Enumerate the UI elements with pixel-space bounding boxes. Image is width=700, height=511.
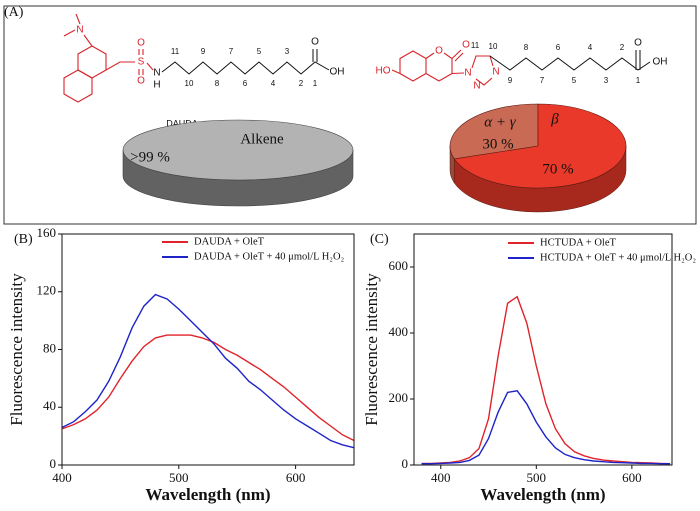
- x-axis-label: Wavelength (nm): [480, 485, 605, 504]
- carbon-number: 11: [171, 47, 180, 56]
- y-tick-label: 600: [389, 258, 409, 273]
- panel-label: (C): [370, 232, 389, 247]
- atom-label: H: [153, 80, 160, 91]
- carbon-number: 7: [540, 76, 545, 85]
- y-tick-label: 0: [402, 456, 409, 471]
- hctuda-structure: [391, 49, 651, 86]
- legend-label: HCTUDA + OleT + 40 μmol/L H₂O₂: [540, 252, 696, 263]
- slice-name: Alkene: [240, 131, 284, 147]
- y-tick-label: 0: [50, 456, 57, 471]
- carbon-number: 2: [299, 79, 304, 88]
- x-tick-label: 400: [431, 470, 451, 485]
- legend-label: DAUDA + OleT + 40 μmol/L H₂O₂: [194, 251, 345, 262]
- atom-label: N: [473, 81, 480, 92]
- x-tick-label: 600: [622, 470, 642, 485]
- slice-label: >99 %: [130, 149, 170, 165]
- atom-label: N: [153, 68, 160, 79]
- y-axis-label: Fluorescence intensity: [7, 273, 26, 426]
- carbon-number: 9: [201, 47, 206, 56]
- atom-label: N: [492, 67, 499, 78]
- compound-name: DAUDA: [166, 118, 198, 128]
- slice-name: β: [550, 111, 559, 127]
- legend-label: DAUDA + OleT: [194, 236, 265, 247]
- dauda-structure: [63, 13, 330, 103]
- slice-name: α + γ: [484, 114, 516, 130]
- panel-label: (A): [4, 5, 24, 20]
- y-tick-label: 40: [43, 398, 56, 413]
- pie-slice: [122, 119, 354, 181]
- line-series: [61, 293, 355, 449]
- plot-frame: [413, 233, 673, 466]
- x-tick-label: 600: [286, 470, 306, 485]
- x-tick-label: 500: [527, 470, 547, 485]
- carbon-number: 1: [313, 79, 318, 88]
- atom-label: O: [311, 37, 319, 48]
- atom-label: N: [464, 68, 471, 79]
- panel-label: (B): [14, 232, 33, 247]
- y-tick-label: 80: [43, 340, 56, 355]
- carbon-number: 3: [285, 47, 290, 56]
- carbon-number: 5: [257, 47, 262, 56]
- carbon-number: 4: [588, 43, 593, 52]
- line-series: [61, 334, 355, 442]
- carbon-number: 8: [215, 79, 220, 88]
- carbon-number: 3: [604, 76, 609, 85]
- atom-label: O: [137, 76, 145, 87]
- plot-frame: [61, 233, 355, 466]
- legend-label: HCTUDA + OleT: [540, 237, 617, 248]
- atom-label: O: [435, 46, 443, 57]
- y-tick-label: 120: [37, 283, 57, 298]
- y-axis-label: Fluorescence intensity: [362, 273, 381, 426]
- y-tick-label: 400: [389, 324, 409, 339]
- atom-label: S: [138, 57, 145, 68]
- atom-label: OH: [653, 57, 668, 68]
- slice-label: 70 %: [542, 161, 573, 177]
- pie-slice: [449, 103, 539, 160]
- pie-slice: [453, 103, 627, 189]
- atom-label: O: [462, 40, 470, 51]
- carbon-number: 6: [243, 79, 248, 88]
- line-series: [421, 295, 671, 465]
- panel-a-frame: [3, 5, 697, 225]
- y-tick-label: 160: [37, 225, 57, 240]
- carbon-number: 8: [524, 43, 529, 52]
- carbon-number: 10: [489, 42, 498, 51]
- x-axis-label: Wavelength (nm): [145, 485, 270, 504]
- carbon-number: 4: [271, 79, 276, 88]
- carbon-number: 6: [556, 43, 561, 52]
- line-series: [421, 390, 671, 465]
- carbon-number: 10: [185, 79, 194, 88]
- x-tick-label: 500: [169, 470, 189, 485]
- atom-label: O: [634, 38, 642, 49]
- atom-label: O: [137, 38, 145, 49]
- y-tick-label: 200: [389, 390, 409, 405]
- carbon-number: 5: [572, 76, 577, 85]
- slice-label: 30 %: [482, 136, 513, 152]
- carbon-number: 9: [508, 76, 513, 85]
- atom-label: HO: [376, 66, 391, 77]
- atom-label: OH: [330, 67, 345, 78]
- carbon-number: 1: [636, 76, 641, 85]
- carbon-number: 11: [471, 41, 480, 50]
- atom-label: N: [76, 25, 83, 36]
- x-tick-label: 400: [52, 470, 72, 485]
- carbon-number: 2: [620, 43, 625, 52]
- carbon-number: 7: [229, 47, 234, 56]
